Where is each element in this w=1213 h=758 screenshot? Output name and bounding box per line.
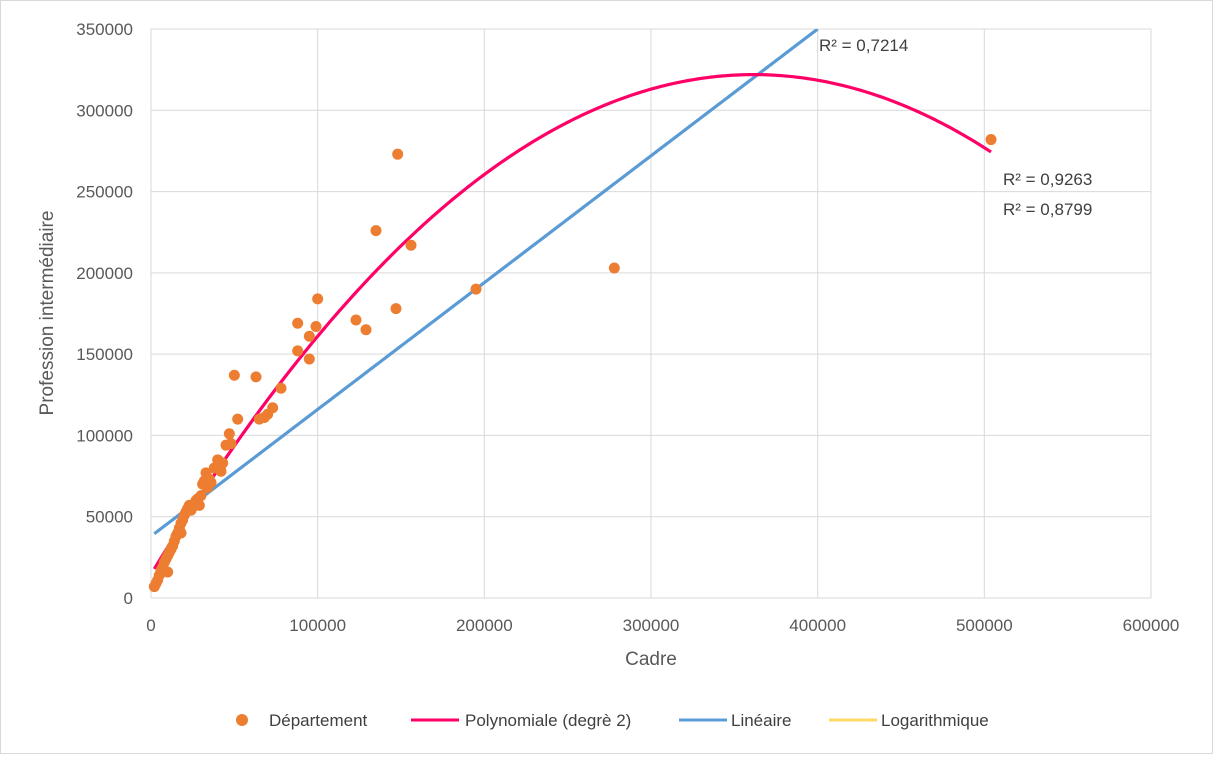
x-tick-label: 0 <box>146 616 155 635</box>
x-tick-label: 300000 <box>623 616 680 635</box>
legend-label-polynomiale: Polynomiale (degrè 2) <box>465 711 631 730</box>
y-tick-labels: 0 50000 100000 150000 200000 250000 300000 3500… <box>76 20 133 608</box>
r2-labels: R² = 0,9263 R² = 0,7214 R² = 0,8799 <box>819 36 1092 219</box>
grid-lines <box>150 28 1152 599</box>
y-tick-label: 200000 <box>76 264 133 283</box>
y-tick-label: 50000 <box>86 508 133 527</box>
x-tick-label: 100000 <box>289 616 346 635</box>
x-tick-label: 200000 <box>456 616 513 635</box>
x-axis-title: Cadre <box>625 649 677 670</box>
legend-marker-departement <box>236 714 248 726</box>
data-point <box>350 314 362 326</box>
r2-label: R² = 0,9263 <box>1003 170 1092 189</box>
y-tick-label: 350000 <box>76 20 133 39</box>
trendline-lineaire <box>153 29 819 535</box>
trendline-polynomiale <box>152 73 992 570</box>
y-tick-label: 150000 <box>76 345 133 364</box>
data-point <box>217 457 229 469</box>
data-point <box>250 371 262 383</box>
data-point <box>360 324 372 336</box>
data-point <box>232 413 244 425</box>
x-tick-label: 400000 <box>789 616 846 635</box>
y-tick-label: 300000 <box>76 101 133 120</box>
data-point <box>392 148 404 160</box>
legend-label-departement: Département <box>269 711 368 730</box>
x-tick-label: 500000 <box>956 616 1013 635</box>
data-point <box>303 330 315 342</box>
data-point <box>205 477 217 489</box>
data-point <box>275 382 287 394</box>
data-point <box>390 303 402 315</box>
data-point <box>162 566 174 578</box>
data-point <box>985 134 997 146</box>
data-point <box>267 402 279 414</box>
y-tick-label: 250000 <box>76 183 133 202</box>
legend: Département Polynomiale (degrè 2) Linéai… <box>236 711 989 730</box>
data-point <box>312 293 324 305</box>
data-point <box>470 283 482 295</box>
data-points <box>148 134 997 593</box>
x-tick-label: 600000 <box>1123 616 1180 635</box>
data-point <box>303 353 315 365</box>
data-point <box>292 317 304 329</box>
y-axis-title: Profession intermédiaire <box>37 211 58 416</box>
data-point <box>405 239 417 251</box>
trendlines <box>152 29 992 570</box>
data-point <box>228 369 240 381</box>
data-point <box>310 321 322 333</box>
data-point <box>195 490 207 502</box>
legend-label-lineaire: Linéaire <box>731 711 792 730</box>
data-point <box>608 262 620 274</box>
y-tick-label: 100000 <box>76 426 133 445</box>
data-point <box>225 438 237 450</box>
data-point <box>292 345 304 357</box>
data-point <box>193 499 205 511</box>
y-tick-label: 0 <box>124 589 133 608</box>
x-tick-labels: 0 100000 200000 300000 400000 500000 600000 <box>146 616 1179 635</box>
r2-label: R² = 0,8799 <box>1003 200 1092 219</box>
legend-label-logarithmique: Logarithmique <box>881 711 989 730</box>
r2-label: R² = 0,7214 <box>819 36 908 55</box>
data-point <box>175 527 187 539</box>
data-point <box>370 225 382 237</box>
data-point <box>223 428 235 440</box>
